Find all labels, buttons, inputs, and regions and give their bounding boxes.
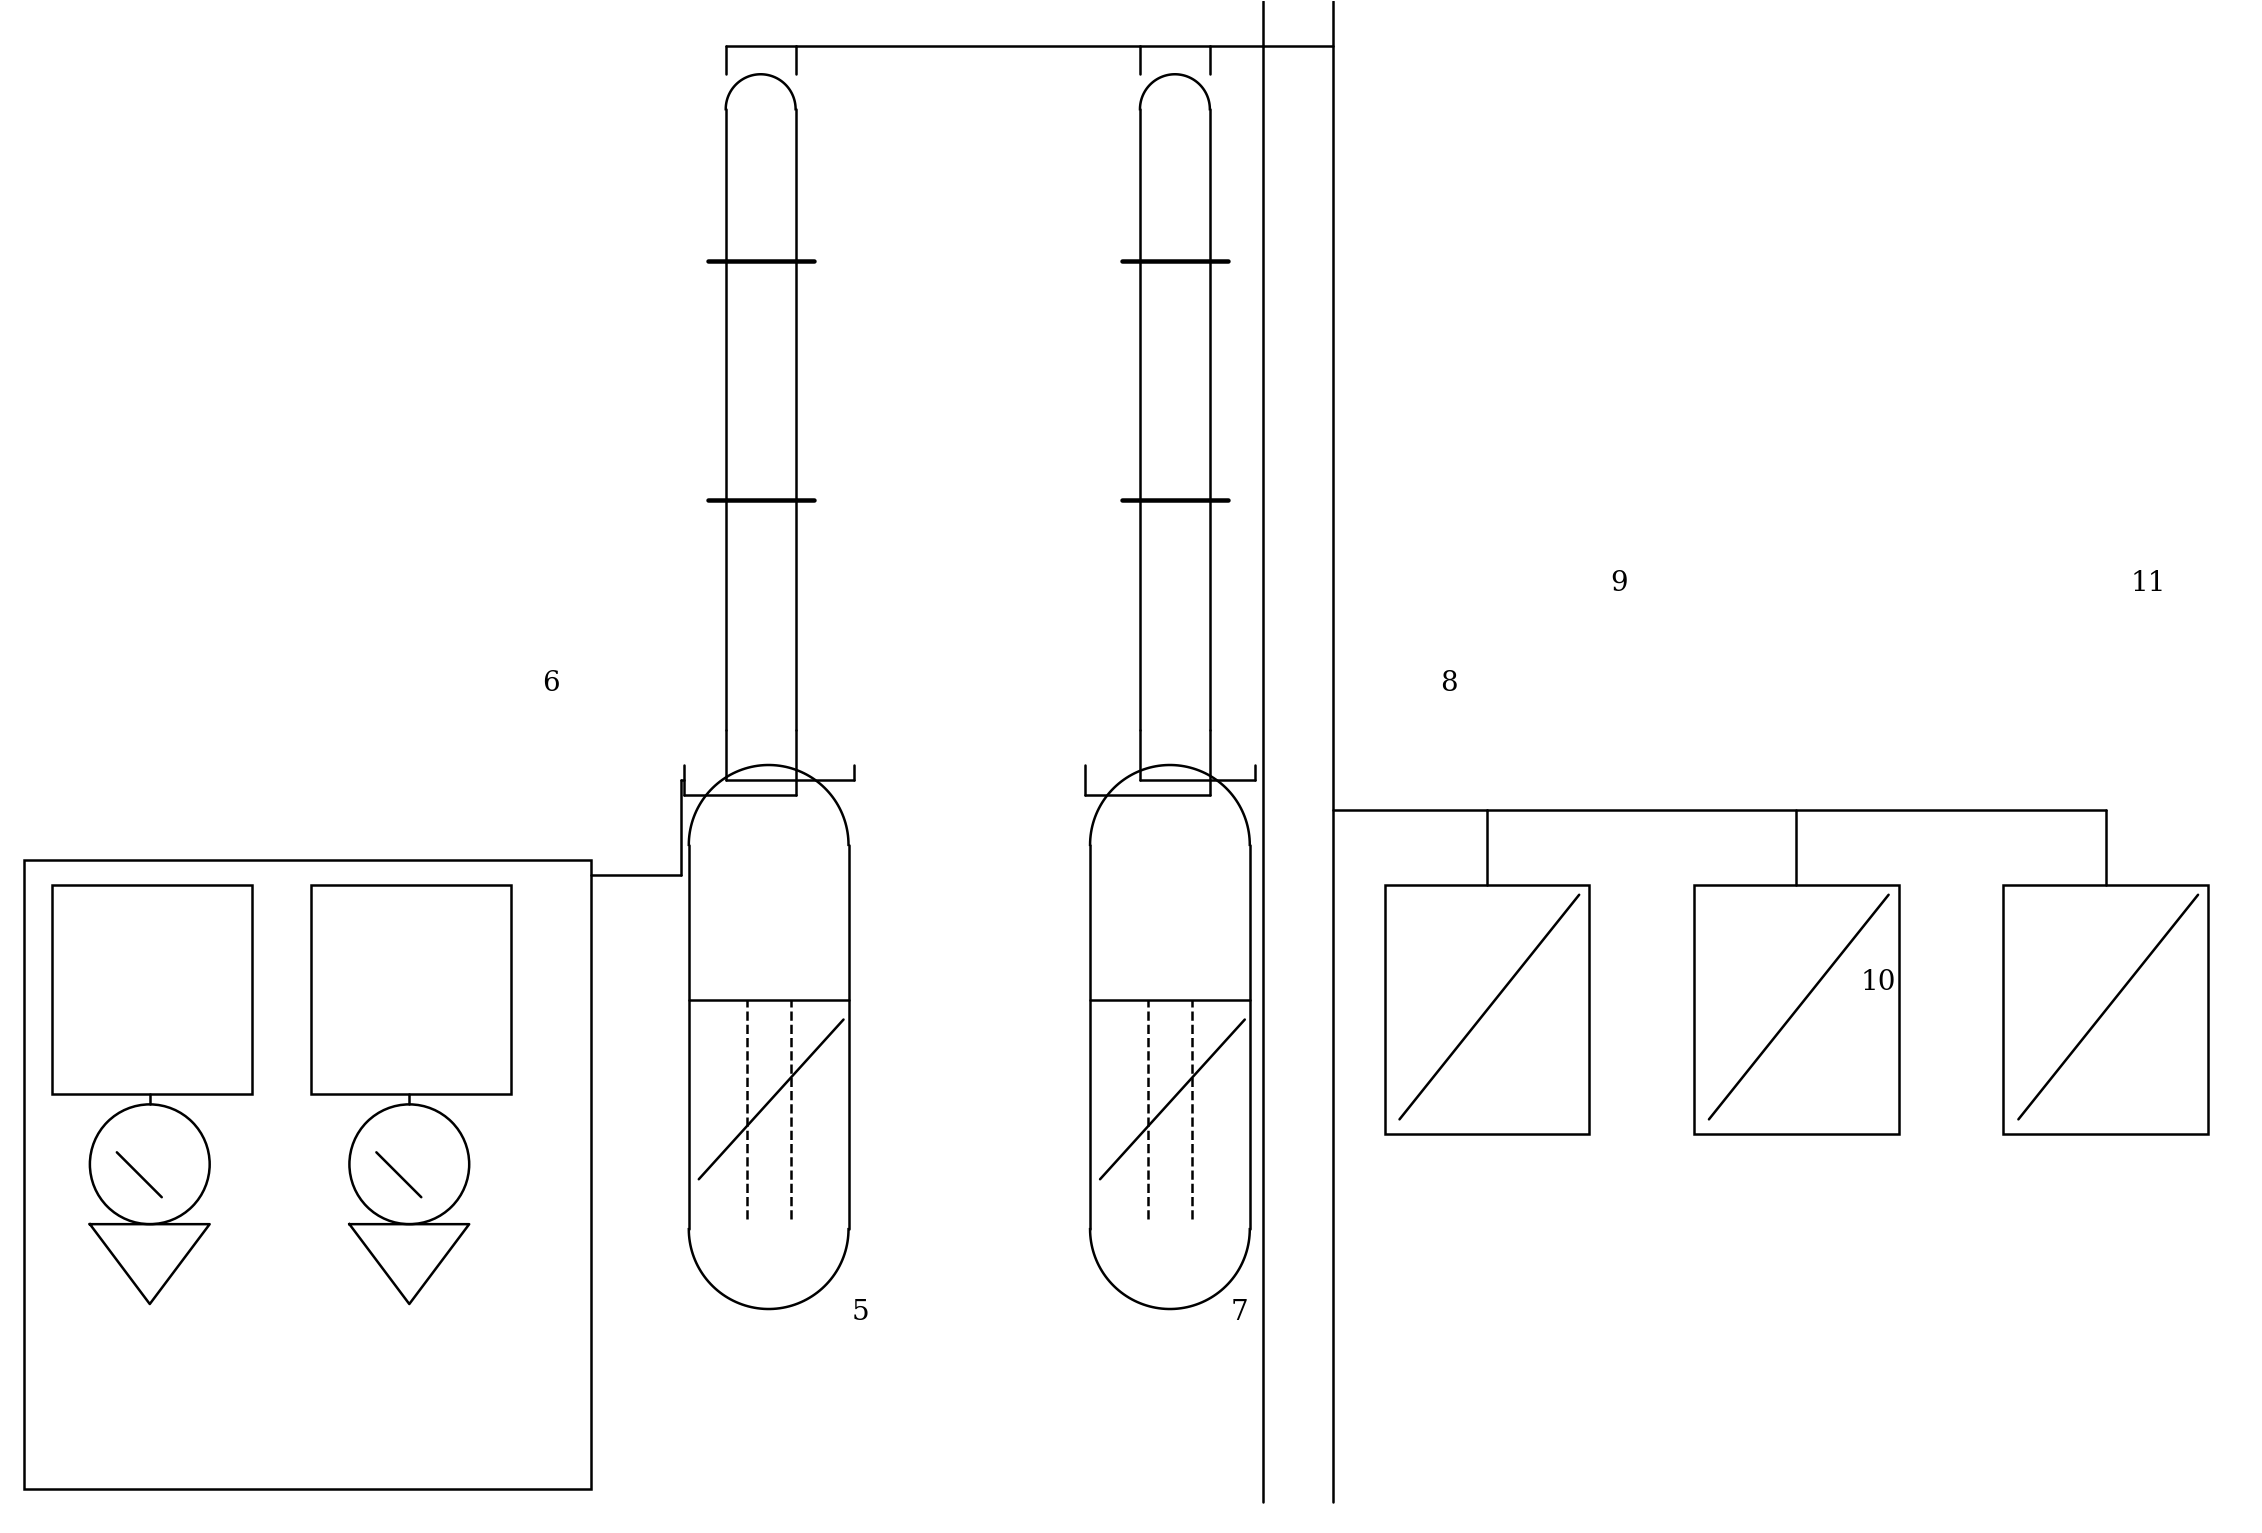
Text: 5: 5 <box>853 1298 869 1326</box>
Text: 7: 7 <box>1231 1298 1249 1326</box>
Text: 6: 6 <box>543 670 561 696</box>
Bar <box>312 885 511 1095</box>
Text: 11: 11 <box>2131 570 2167 596</box>
Bar <box>1694 885 1898 1134</box>
Bar <box>25 860 590 1489</box>
Bar <box>1384 885 1590 1134</box>
Text: 10: 10 <box>1862 969 1896 996</box>
Bar <box>52 885 251 1095</box>
Text: 8: 8 <box>1441 670 1459 696</box>
Text: 9: 9 <box>1611 570 1629 596</box>
Bar <box>2004 885 2208 1134</box>
